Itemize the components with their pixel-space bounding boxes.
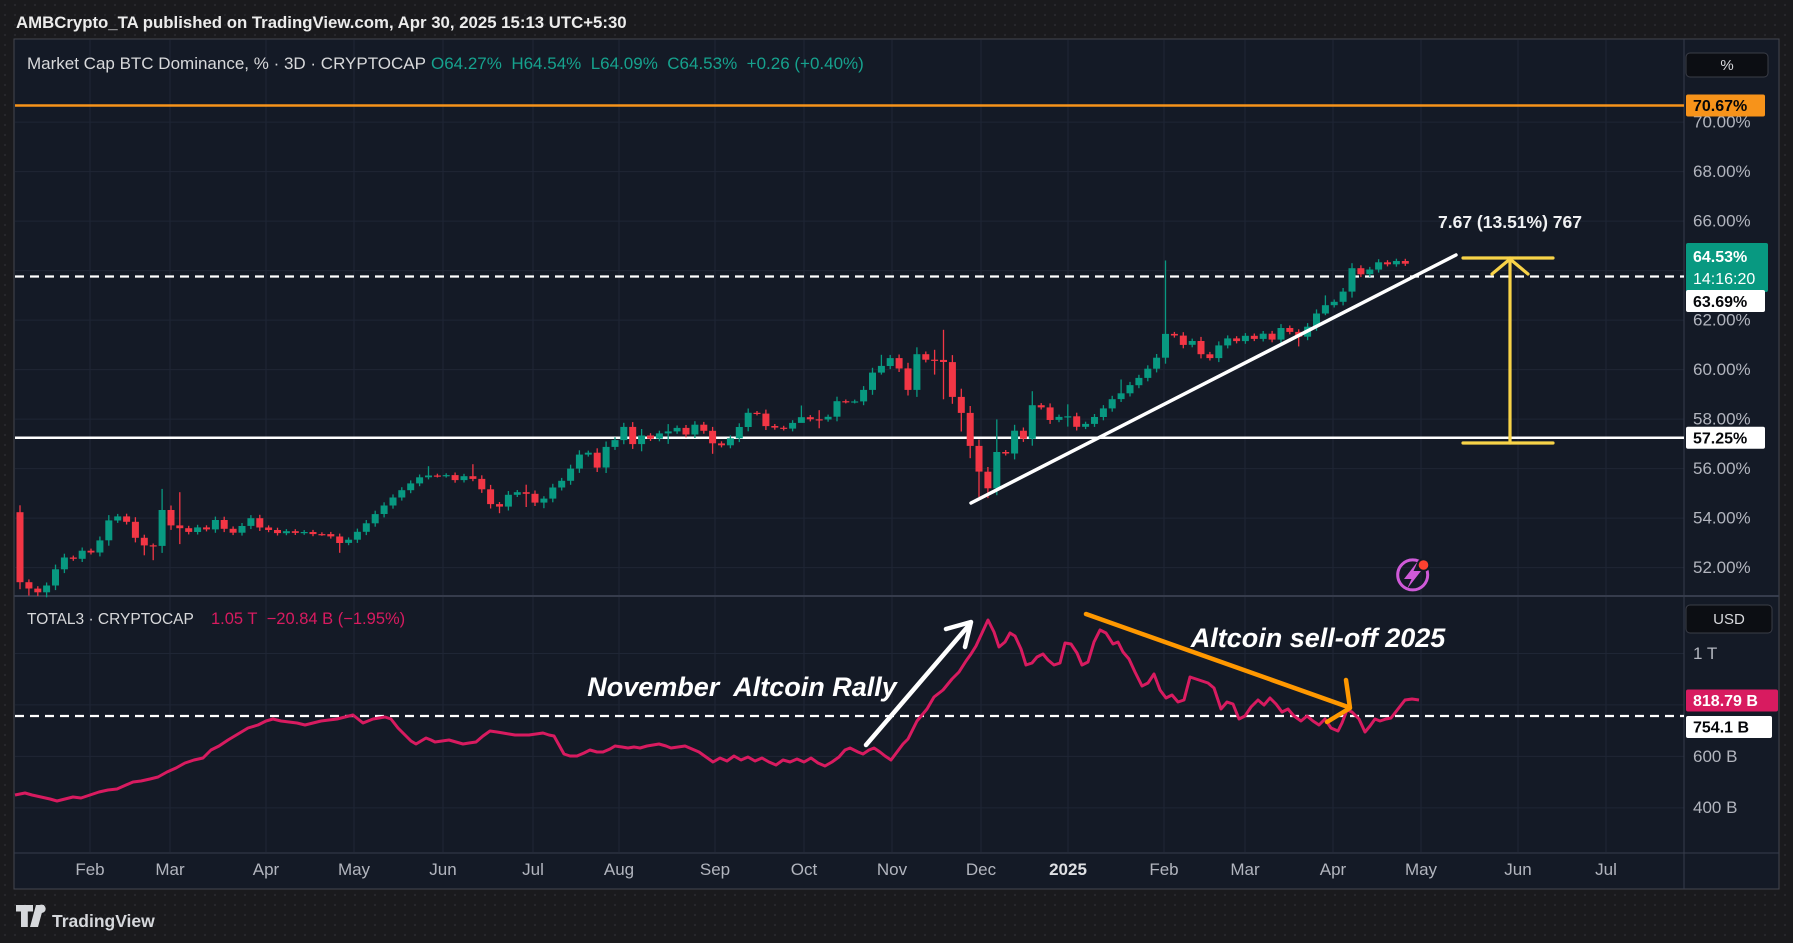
svg-text:64.53%: 64.53% — [1693, 249, 1747, 266]
svg-text:70.00%: 70.00% — [1693, 113, 1751, 132]
svg-text:Oct: Oct — [791, 860, 818, 879]
svg-text:Jun: Jun — [429, 860, 456, 879]
svg-text:52.00%: 52.00% — [1693, 558, 1751, 577]
svg-text:O64.27% H64.54% L64.09% C64: O64.27% H64.54% L64.09% C64.53% +0.26 (+… — [431, 54, 864, 73]
svg-text:Market Cap BTC Dominance, % ·: Market Cap BTC Dominance, % · 3D · CRYPT… — [27, 54, 426, 73]
svg-text:818.79 B: 818.79 B — [1693, 693, 1758, 710]
svg-text:60.00%: 60.00% — [1693, 360, 1751, 379]
svg-text:68.00%: 68.00% — [1693, 162, 1751, 181]
svg-text:Mar: Mar — [155, 860, 185, 879]
svg-text:Feb: Feb — [1149, 860, 1178, 879]
svg-text:Dec: Dec — [966, 860, 997, 879]
svg-text:1 T: 1 T — [1693, 644, 1717, 663]
svg-text:66.00%: 66.00% — [1693, 212, 1751, 231]
svg-text:14:16:20: 14:16:20 — [1693, 271, 1755, 288]
svg-text:1.05 T −20.84 B (−1.95%): 1.05 T −20.84 B (−1.95%) — [211, 610, 405, 628]
svg-text:754.1 B: 754.1 B — [1693, 720, 1749, 737]
svg-text:Jul: Jul — [1595, 860, 1617, 879]
svg-text:57.25%: 57.25% — [1693, 430, 1747, 447]
svg-text:Altcoin sell-off 2025: Altcoin sell-off 2025 — [1190, 623, 1447, 653]
svg-text:58.00%: 58.00% — [1693, 410, 1751, 429]
svg-text:63.69%: 63.69% — [1693, 294, 1747, 311]
svg-text:Apr: Apr — [253, 860, 280, 879]
svg-text:62.00%: 62.00% — [1693, 311, 1751, 330]
svg-text:600 B: 600 B — [1693, 747, 1737, 766]
svg-text:54.00%: 54.00% — [1693, 509, 1751, 528]
svg-text:7.67 (13.51%) 767: 7.67 (13.51%) 767 — [1438, 212, 1582, 232]
svg-text:56.00%: 56.00% — [1693, 459, 1751, 478]
svg-text:May: May — [1405, 860, 1438, 879]
svg-text:Aug: Aug — [604, 860, 634, 879]
svg-text:TradingView: TradingView — [52, 911, 155, 931]
svg-text:Jun: Jun — [1504, 860, 1531, 879]
svg-text:Apr: Apr — [1320, 860, 1347, 879]
svg-text:Jul: Jul — [522, 860, 544, 879]
svg-text:Mar: Mar — [1230, 860, 1260, 879]
svg-text:November Altcoin Rally: November Altcoin Rally — [587, 672, 899, 702]
svg-text:TOTAL3 · CRYPTOCAP: TOTAL3 · CRYPTOCAP — [27, 611, 194, 628]
svg-text:400 B: 400 B — [1693, 798, 1737, 817]
svg-text:%: % — [1720, 57, 1733, 74]
svg-text:Feb: Feb — [75, 860, 104, 879]
svg-text:Nov: Nov — [877, 860, 908, 879]
svg-text:May: May — [338, 860, 371, 879]
svg-text:70.67%: 70.67% — [1693, 98, 1747, 115]
svg-text:USD: USD — [1713, 611, 1745, 628]
svg-text:Sep: Sep — [700, 860, 730, 879]
svg-text:2025: 2025 — [1049, 860, 1087, 879]
